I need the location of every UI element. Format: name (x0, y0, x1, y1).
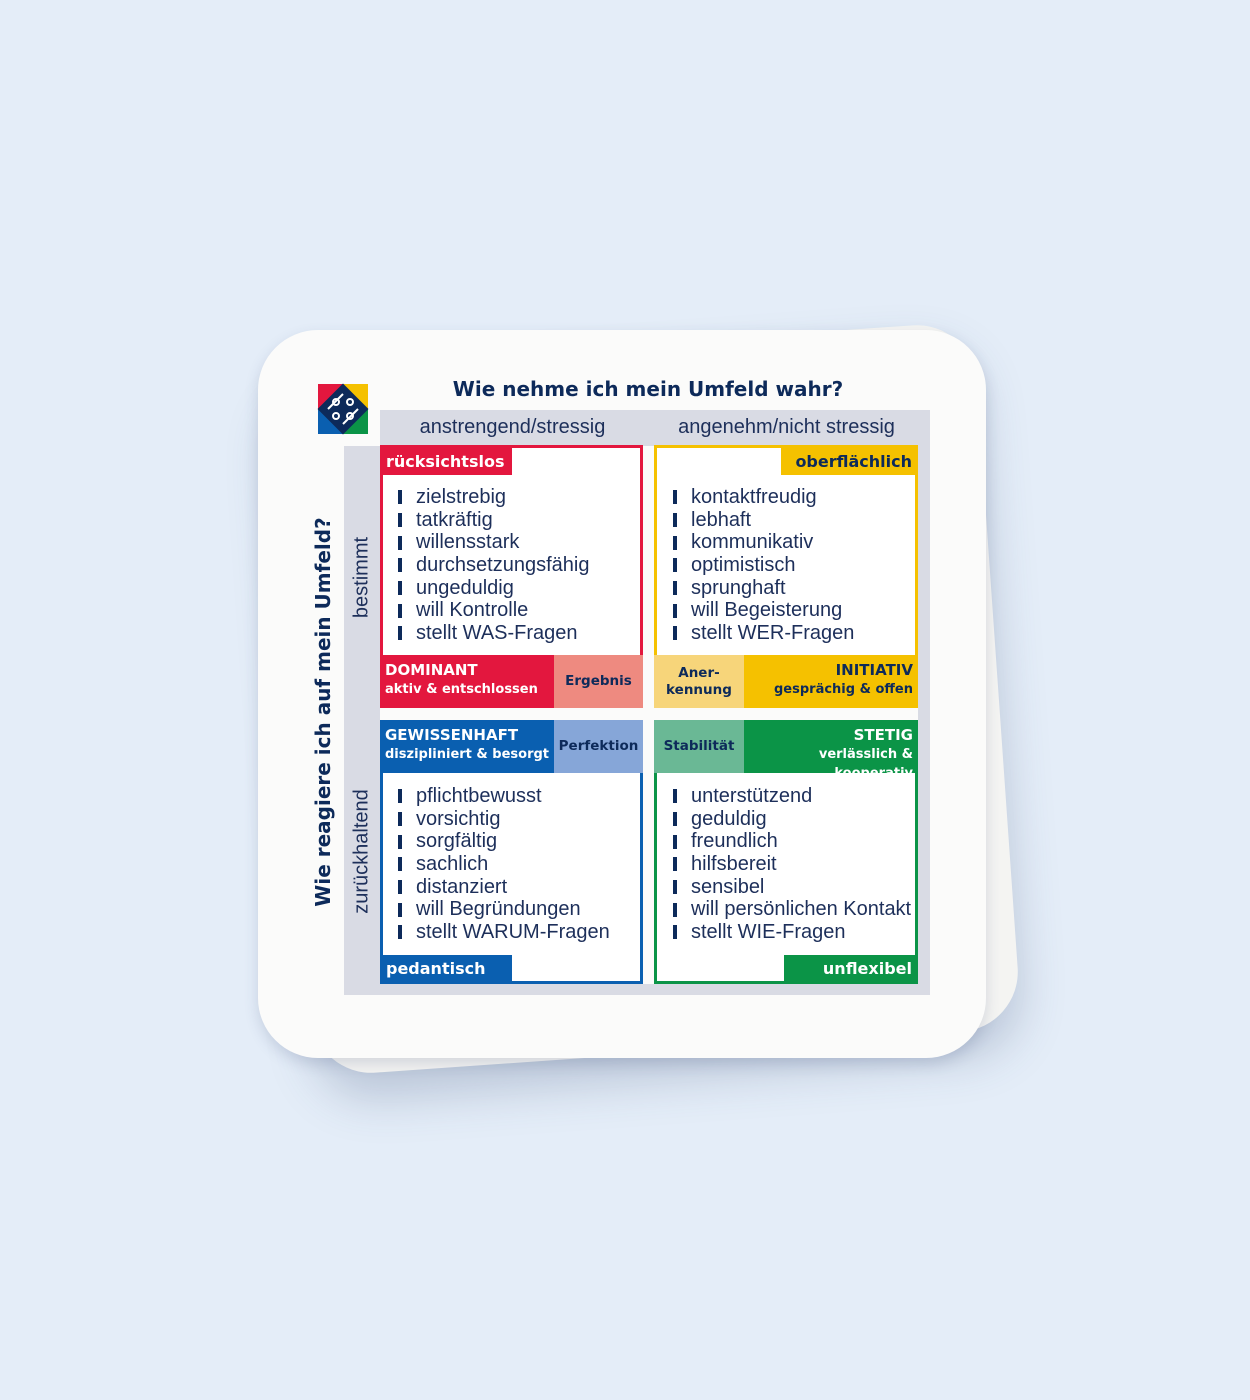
bullet-icon (673, 558, 677, 573)
bullet-icon (398, 626, 402, 641)
list-item: geduldig (673, 808, 911, 831)
bullet-icon (673, 581, 677, 596)
quadrant-tag: unflexibel (784, 955, 918, 982)
type-bar: Stabilität STETIG verlässlich & kooperati… (654, 720, 918, 781)
bullet-icon (398, 857, 402, 872)
trait-list: zielstrebig tatkräftig willensstark durc… (398, 486, 589, 645)
vertical-title: Wie reagiere ich auf mein Umfeld? (311, 517, 335, 907)
list-item: willensstark (398, 531, 589, 554)
list-item: ungeduldig (398, 577, 589, 600)
trait-list: pflichtbewusst vorsichtig sorgfältig sac… (398, 785, 610, 944)
quadrant-tag: rücksichtslos (380, 448, 512, 475)
row-label: bestimmt (350, 536, 373, 619)
type-need: Aner-kennung (654, 655, 744, 708)
diagram-title: Wie nehme ich mein Umfeld wahr? (452, 377, 844, 401)
list-item: will persönlichen Kontakt (673, 898, 911, 921)
frame-right (918, 446, 930, 995)
bullet-icon (398, 558, 402, 573)
list-item: sorgfältig (398, 830, 610, 853)
diamond-logo (317, 383, 369, 435)
bullet-icon (398, 925, 402, 940)
type-need: Perfektion (554, 720, 643, 773)
bullet-icon (673, 789, 677, 804)
bullet-icon (398, 581, 402, 596)
list-item: stellt WAS-Fragen (398, 622, 589, 645)
list-item: unterstützend (673, 785, 911, 808)
type-subtitle: verlässlich & kooperativ (818, 747, 913, 781)
type-bar: GEWISSENHAFT diszipliniert & besorgt Perf… (380, 720, 643, 773)
list-item: distanziert (398, 876, 610, 899)
bullet-icon (398, 880, 402, 895)
type-name: INITIATIV (835, 661, 913, 679)
type-name: GEWISSENHAFT (385, 726, 519, 744)
row-label: zurückhaltend (350, 789, 373, 914)
row-band (344, 446, 380, 995)
quadrant-tag: pedantisch (380, 955, 512, 982)
column-label: anstrengend/stressig (419, 416, 606, 438)
type-name: STETIG (853, 726, 913, 744)
list-item: will Kontrolle (398, 599, 589, 622)
list-item: sachlich (398, 853, 610, 876)
list-item: durchsetzungsfähig (398, 554, 589, 577)
column-label: angenehm/nicht stressig (678, 416, 895, 438)
bullet-icon (673, 925, 677, 940)
bullet-icon (673, 857, 677, 872)
type-bar: Aner-kennung INITIATIV gesprächig & offen (654, 655, 918, 708)
list-item: will Begeisterung (673, 599, 854, 622)
list-item: kontaktfreudig (673, 486, 854, 509)
bullet-icon (673, 626, 677, 641)
frame-bottom (380, 984, 930, 995)
list-item: vorsichtig (398, 808, 610, 831)
trait-list: unterstützend geduldig freundlich hilfsb… (673, 785, 911, 944)
list-item: zielstrebig (398, 486, 589, 509)
type-need: Ergebnis (554, 655, 643, 708)
type-bar: DOMINANT aktiv & entschlossen Ergebnis (380, 655, 643, 708)
bullet-icon (673, 812, 677, 827)
bullet-icon (673, 834, 677, 849)
list-item: optimistisch (673, 554, 854, 577)
list-item: lebhaft (673, 509, 854, 532)
bullet-icon (673, 513, 677, 528)
list-item: sprunghaft (673, 577, 854, 600)
list-item: hilfsbereit (673, 853, 911, 876)
list-item: sensibel (673, 876, 911, 899)
list-item: tatkräftig (398, 509, 589, 532)
type-subtitle: aktiv & entschlossen (385, 682, 538, 697)
bullet-icon (673, 880, 677, 895)
list-item: freundlich (673, 830, 911, 853)
list-item: will Begründungen (398, 898, 610, 921)
bullet-icon (398, 513, 402, 528)
trait-list: kontaktfreudig lebhaft kommunikativ opti… (673, 486, 854, 645)
bullet-icon (673, 902, 677, 917)
bullet-icon (398, 490, 402, 505)
type-subtitle: gesprächig & offen (774, 682, 913, 697)
type-name: DOMINANT (385, 661, 478, 679)
bullet-icon (398, 902, 402, 917)
type-need: Stabilität (654, 720, 744, 773)
bullet-icon (398, 812, 402, 827)
list-item: stellt WIE-Fragen (673, 921, 911, 944)
bullet-icon (398, 535, 402, 550)
list-item: stellt WARUM-Fragen (398, 921, 610, 944)
type-subtitle: diszipliniert & besorgt (385, 747, 550, 762)
quadrant-tag: oberflächlich (781, 448, 918, 475)
bullet-icon (673, 490, 677, 505)
list-item: pflichtbewusst (398, 785, 610, 808)
bullet-icon (398, 603, 402, 618)
bullet-icon (673, 603, 677, 618)
bullet-icon (398, 834, 402, 849)
column-band (380, 410, 930, 446)
list-item: stellt WER-Fragen (673, 622, 854, 645)
bullet-icon (398, 789, 402, 804)
list-item: kommunikativ (673, 531, 854, 554)
bullet-icon (673, 535, 677, 550)
